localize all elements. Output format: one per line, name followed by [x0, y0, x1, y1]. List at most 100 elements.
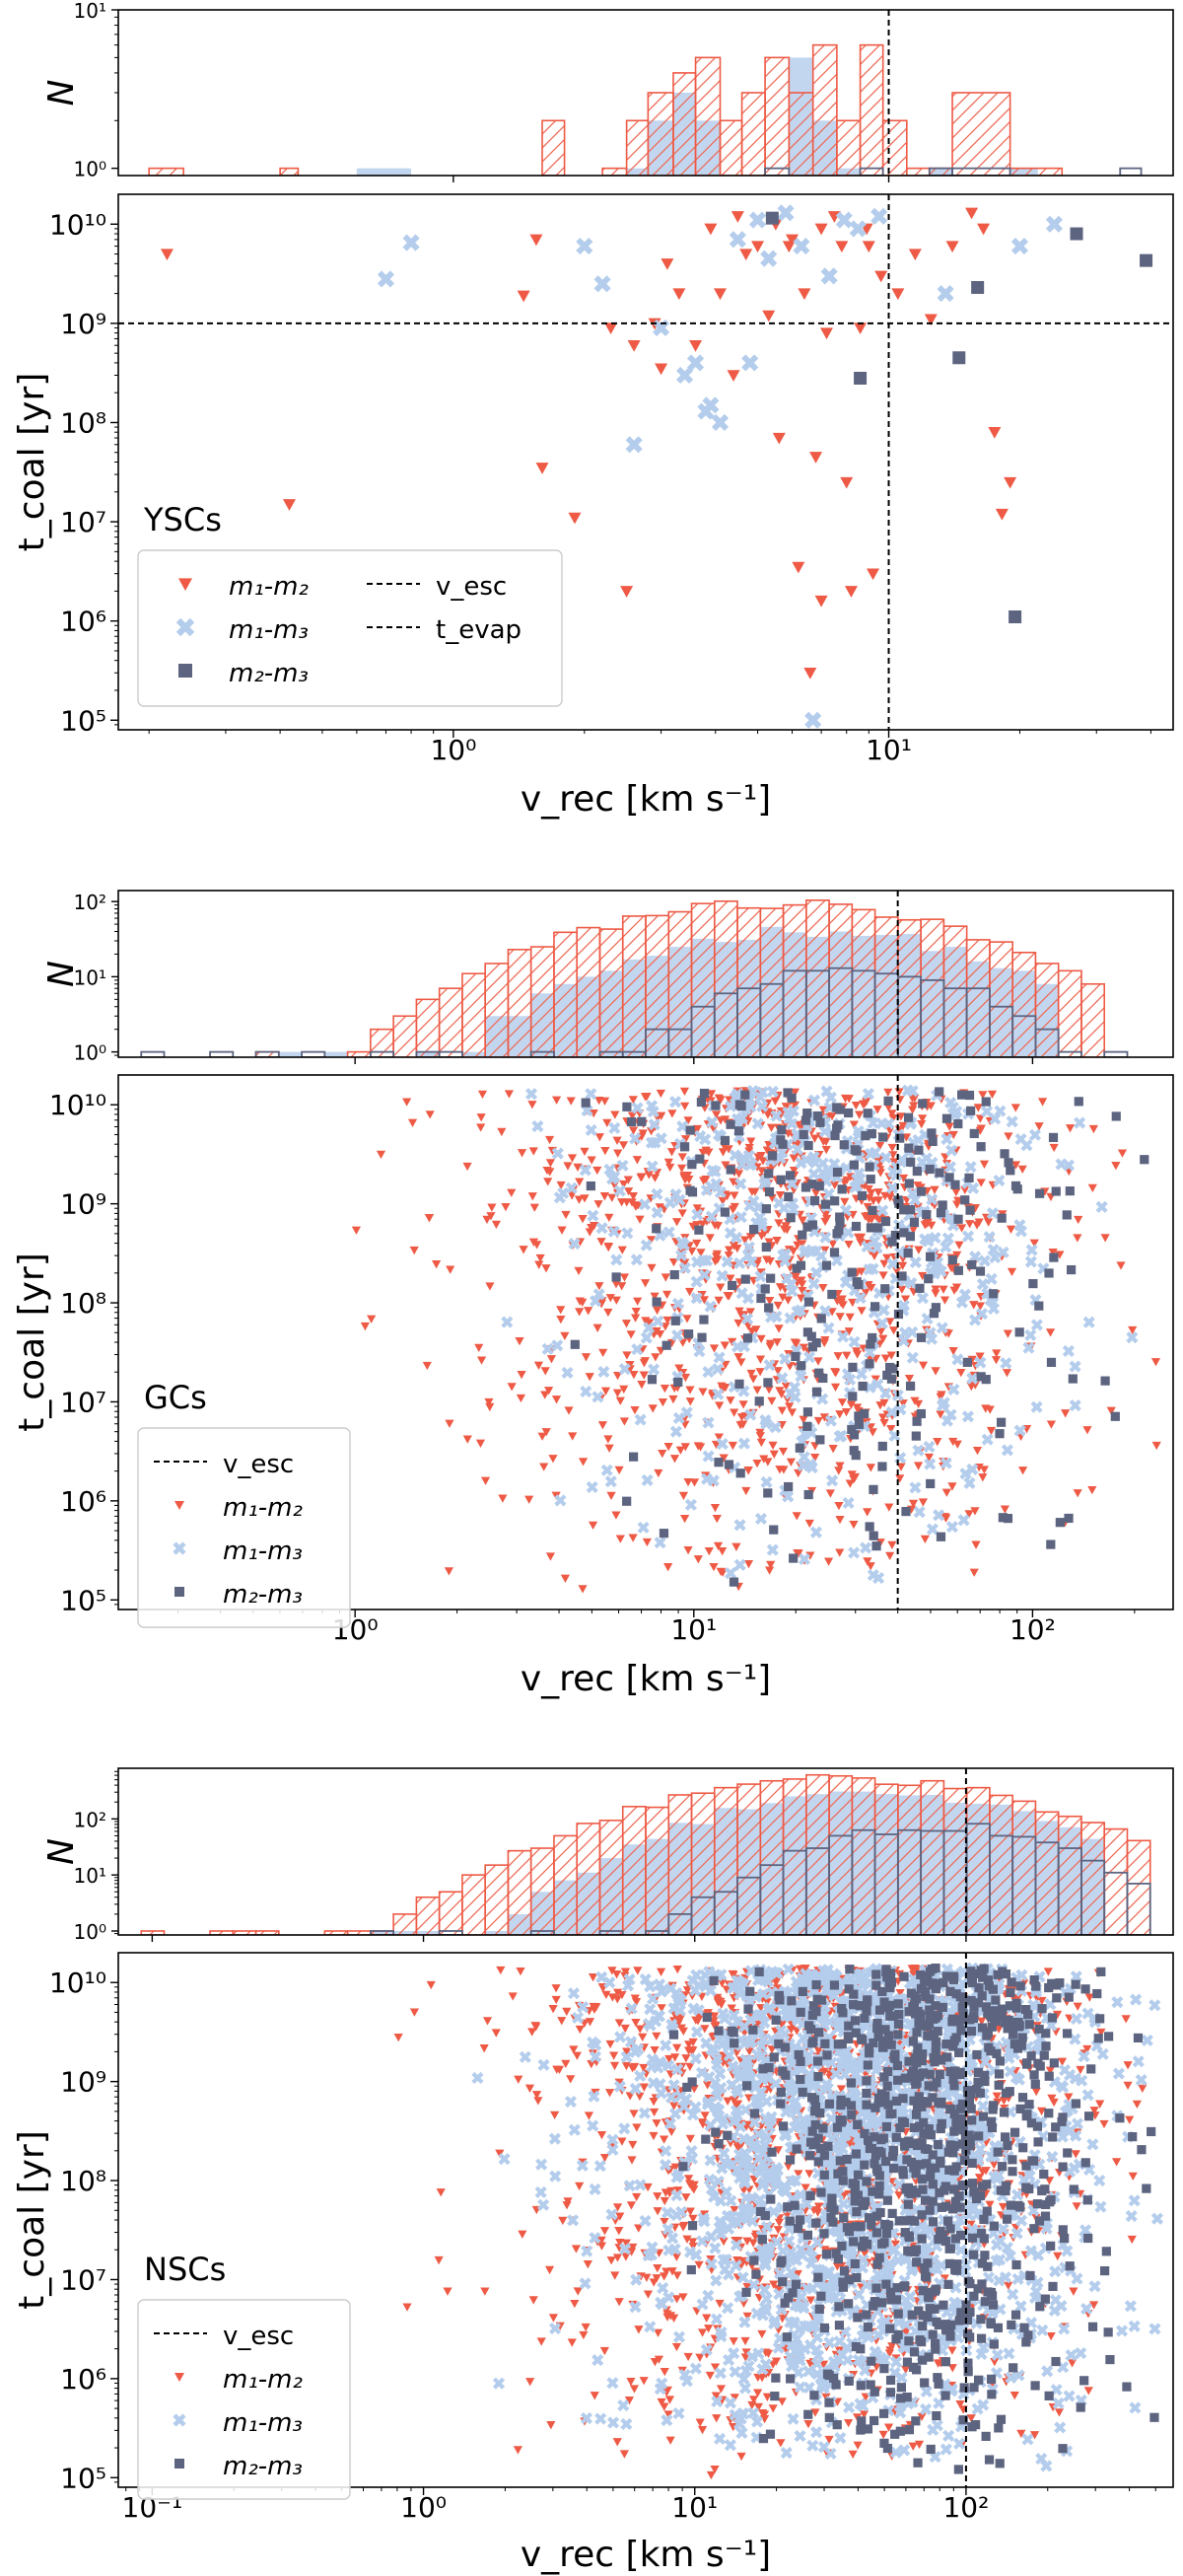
gcs-point-m1-m2 — [888, 1326, 899, 1335]
gcs-point-m1-m2 — [885, 1551, 895, 1560]
nscs-point-m1-m3 — [1070, 2012, 1082, 2026]
gcs-point-m1-m2 — [793, 1549, 802, 1558]
yscs-point-m1-m2 — [862, 241, 875, 253]
gcs-point-m1-m3 — [604, 1475, 617, 1488]
gcs-point-m1-m2 — [692, 1239, 702, 1249]
nscs-point-m1-m2 — [805, 2296, 815, 2305]
gcs-point-m2-m3 — [947, 1255, 957, 1265]
gcs-point-m1-m2 — [1074, 1215, 1083, 1225]
nscs-point-m1-m3 — [1054, 2421, 1067, 2434]
gcs-hist-bar-m1-m2 — [989, 941, 1013, 1057]
gcs-point-m2-m3 — [905, 1232, 916, 1242]
nscs-point-m1-m2 — [666, 2186, 676, 2196]
gcs-point-m1-m3 — [936, 1322, 948, 1334]
gcs-hist-bar-m1-m2 — [507, 949, 532, 1057]
yscs-point-m1-m3 — [576, 238, 593, 255]
nscs-point-m1-m2 — [813, 2046, 823, 2055]
gcs-point-m1-m2 — [615, 1396, 625, 1405]
nscs-point-m1-m3 — [721, 2302, 734, 2315]
gcs-point-m1-m3 — [734, 1178, 747, 1190]
nscs-point-m1-m2 — [514, 2075, 523, 2084]
gcs-hist-ylabel: N — [41, 961, 82, 987]
gcs-point-m1-m2 — [611, 1296, 621, 1305]
nscs-point-m1-m3 — [535, 2158, 548, 2171]
gcs-point-m1-m2 — [658, 1449, 667, 1459]
gcs-point-m1-m2 — [599, 1097, 610, 1106]
nscs-point-m1-m2 — [610, 2271, 620, 2280]
gcs-point-m1-m2 — [772, 1338, 782, 1347]
gcs-point-m1-m3 — [581, 1105, 593, 1117]
gcs-ytick-label: 10⁶ — [60, 1485, 106, 1518]
nscs-hist-bar-m1-m2 — [1057, 1815, 1082, 1935]
gcs-point-m2-m3 — [866, 1339, 875, 1349]
gcs-point-m1-m2 — [517, 1149, 527, 1158]
gcs-point-m1-m2 — [718, 1546, 728, 1556]
nscs-point-m1-m2 — [612, 1995, 622, 2004]
gcs-hist-ytick-label: 10⁰ — [74, 1041, 106, 1065]
gcs-point-m1-m3 — [923, 1440, 936, 1454]
gcs-point-m1-m3 — [798, 1552, 811, 1566]
gcs-point-m1-m3 — [690, 1292, 703, 1305]
gcs-point-m1-m3 — [938, 1396, 950, 1409]
gcs-hist-bar-m1-m2 — [897, 918, 922, 1057]
nscs-point-m1-m3 — [767, 2205, 780, 2218]
gcs-point-m2-m3 — [854, 1419, 865, 1429]
gcs-ylabel: t_coal [yr] — [12, 1252, 52, 1432]
nscs-point-m1-m2 — [664, 2054, 674, 2064]
gcs-point-m1-m2 — [594, 1096, 604, 1106]
gcs-point-m2-m3 — [830, 1130, 840, 1141]
gcs-hist-bar-m1-m2 — [851, 908, 876, 1057]
gcs-point-m2-m3 — [905, 1381, 916, 1392]
nscs-point-m1-m3 — [919, 2402, 933, 2416]
gcs-point-m2-m3 — [860, 1408, 870, 1419]
nscs-point-m1-m2 — [776, 2439, 786, 2448]
gcs-point-m1-m3 — [554, 1494, 567, 1507]
gcs-point-m1-m3 — [1030, 1319, 1043, 1331]
nscs-point-m1-m3 — [677, 2100, 690, 2113]
nscs-point-m1-m2 — [599, 2153, 610, 2163]
gcs-point-m1-m2 — [1116, 1261, 1126, 1270]
gcs-point-m1-m3 — [945, 1144, 958, 1157]
gcs-point-m2-m3 — [847, 1267, 857, 1277]
nscs-point-m1-m2 — [1057, 2057, 1068, 2066]
yscs-point-m1-m2 — [814, 595, 828, 608]
gcs-point-m2-m3 — [821, 1260, 832, 1270]
gcs-point-m2-m3 — [785, 1171, 796, 1181]
gcs-point-m1-m2 — [750, 1187, 760, 1196]
gcs-legend-marker-m1-m3 — [173, 1541, 186, 1555]
gcs-point-m2-m3 — [816, 1314, 826, 1324]
gcs-point-m1-m2 — [834, 1501, 844, 1511]
gcs-point-m1-m2 — [654, 1468, 663, 1478]
gcs-hist-bar-m1-m2 — [736, 906, 762, 1057]
nscs-point-m1-m3 — [1049, 2265, 1062, 2278]
gcs-point-m1-m2 — [713, 1222, 723, 1231]
gcs-point-m1-m2 — [798, 1216, 807, 1225]
gcs-point-m1-m2 — [828, 1240, 838, 1249]
yscs-point-m1-m2 — [535, 463, 549, 474]
gcs-point-m2-m3 — [1003, 1514, 1013, 1524]
nscs-point-m1-m3 — [1041, 2365, 1054, 2378]
gcs-point-m2-m3 — [811, 1387, 822, 1396]
gcs-point-m1-m2 — [675, 1446, 685, 1455]
gcs-point-m1-m2 — [720, 1341, 730, 1350]
gcs-point-m1-m3 — [669, 1425, 682, 1438]
gcs-point-m1-m2 — [756, 1232, 767, 1241]
nscs-point-m1-m2 — [804, 2170, 814, 2179]
gcs-point-m1-m3 — [962, 1230, 975, 1243]
gcs-point-m1-m2 — [853, 1233, 864, 1242]
gcs-point-m1-m2 — [631, 1307, 641, 1317]
gcs-point-m2-m3 — [696, 1097, 706, 1108]
nscs-hist-bar-m1-m2 — [621, 1806, 647, 1935]
nscs-point-m1-m2 — [694, 2013, 704, 2023]
nscs-point-m1-m3 — [1148, 2323, 1161, 2335]
gcs-point-m1-m2 — [527, 1192, 537, 1201]
nscs-point-m1-m2 — [1072, 2202, 1081, 2211]
gcs-point-m1-m2 — [887, 1109, 897, 1118]
gcs-point-m1-m2 — [873, 1188, 883, 1197]
nscs-hist-bar-m1-m2 — [507, 1849, 532, 1935]
gcs-point-m1-m2 — [544, 1135, 555, 1145]
gcs-point-m2-m3 — [694, 1225, 704, 1235]
nscs-point-m1-m3 — [572, 2011, 585, 2024]
nscs-point-m1-m3 — [738, 2316, 751, 2328]
